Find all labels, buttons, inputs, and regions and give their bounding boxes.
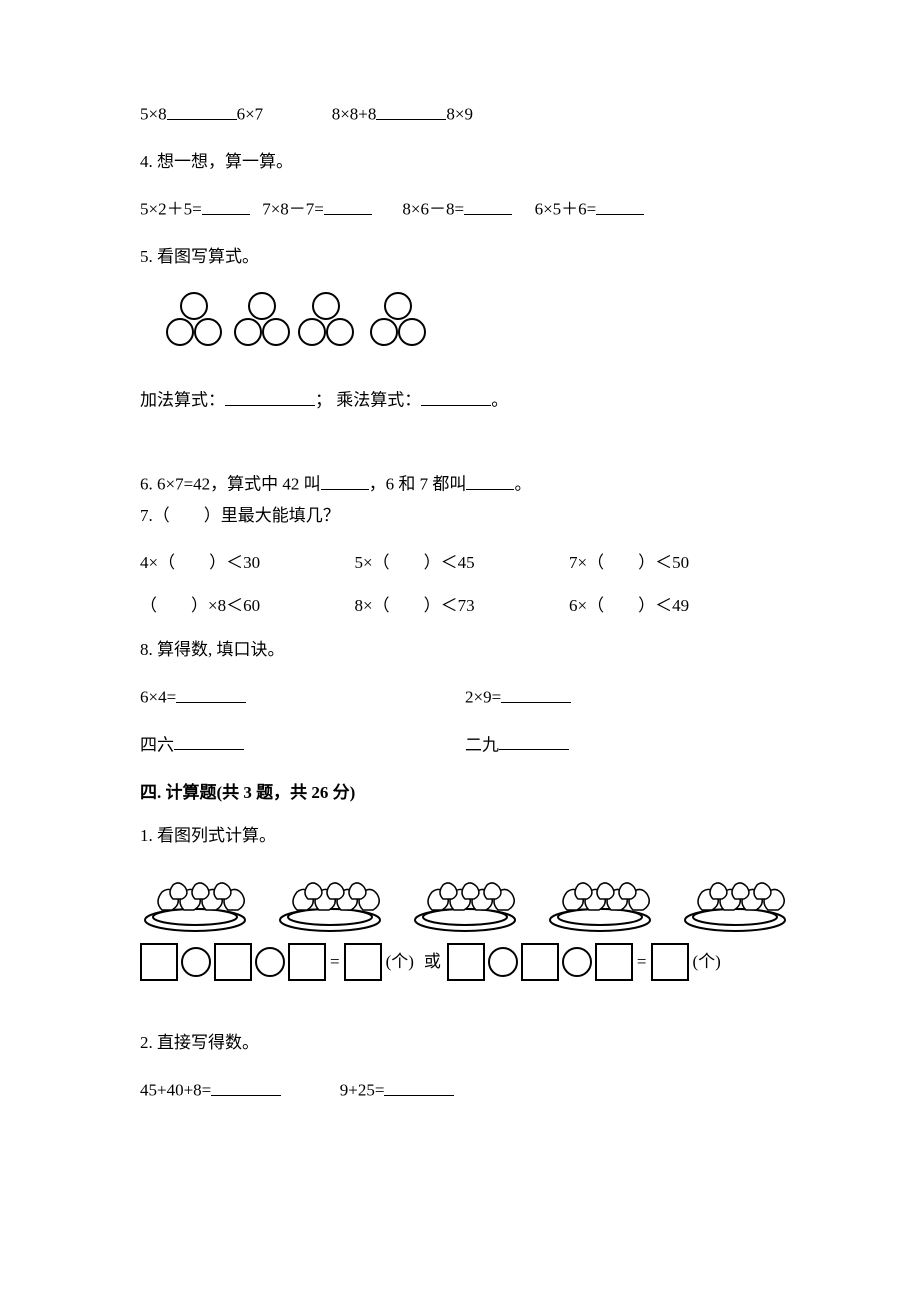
expr-8x8p8: 8×8+8 bbox=[332, 105, 377, 124]
q7-row2: （ ）×8＜60 8×（ ）＜73 6×（ ）＜49 bbox=[140, 592, 790, 619]
q8-d: 二九 bbox=[465, 735, 499, 754]
q4-item: 7×8－7= bbox=[262, 200, 324, 219]
q4-row: 5×2＋5= 7×8－7= 8×6－8= 6×5＋6= bbox=[140, 195, 790, 223]
equals: = bbox=[330, 948, 340, 975]
q8-b: 2×9= bbox=[465, 688, 501, 707]
q7-cell: 5×（ ）＜45 bbox=[355, 549, 570, 576]
calc2-row: 45+40+8= 9+25= bbox=[140, 1076, 790, 1104]
box-icon bbox=[651, 943, 689, 981]
q7-cell: 4×（ ）＜30 bbox=[140, 549, 355, 576]
circle-groups bbox=[134, 290, 790, 368]
blank bbox=[501, 683, 571, 703]
blank bbox=[464, 195, 512, 215]
expr-8x9: 8×9 bbox=[446, 105, 473, 124]
blank bbox=[499, 731, 569, 751]
plate-icon bbox=[410, 877, 520, 933]
q5-answer-line: 加法算式： ； 乘法算式： 。 bbox=[140, 386, 790, 414]
plate-icon bbox=[275, 877, 385, 933]
q8-c: 四六 bbox=[140, 735, 174, 754]
q4-item: 5×2＋5= bbox=[140, 200, 202, 219]
expr-6x7: 6×7 bbox=[237, 105, 264, 124]
unit-text: (个) bbox=[693, 948, 721, 975]
section4-heading: 四. 计算题(共 3 题，共 26 分) bbox=[140, 779, 790, 806]
q7-row1: 4×（ ）＜30 5×（ ）＜45 7×（ ）＜50 bbox=[140, 549, 790, 576]
box-icon bbox=[214, 943, 252, 981]
blank bbox=[167, 100, 237, 120]
q7-cell: （ ）×8＜60 bbox=[140, 592, 355, 619]
unit-text: (个) bbox=[386, 948, 414, 975]
q8-title: 8. 算得数, 填口诀。 bbox=[140, 636, 790, 663]
plate-icon bbox=[545, 877, 655, 933]
comparison-line: 5×8 6×7 8×8+8 8×9 bbox=[140, 100, 790, 128]
calc2-title: 2. 直接写得数。 bbox=[140, 1029, 790, 1056]
q5-title: 5. 看图写算式。 bbox=[140, 243, 790, 270]
mul-label: 乘法算式： bbox=[336, 391, 421, 410]
q6-b: ，6 和 7 都叫 bbox=[369, 475, 467, 494]
q6-c: 。 bbox=[514, 475, 531, 494]
circle-icon bbox=[562, 947, 592, 977]
blank bbox=[324, 195, 372, 215]
blank bbox=[202, 195, 250, 215]
blank bbox=[421, 386, 491, 406]
q7-cell: 6×（ ）＜49 bbox=[569, 592, 790, 619]
q4-item: 8×6－8= bbox=[402, 200, 464, 219]
q6-line: 6. 6×7=42，算式中 42 叫 ，6 和 7 都叫 。 bbox=[140, 470, 790, 498]
blank bbox=[321, 470, 369, 490]
box-icon bbox=[140, 943, 178, 981]
q8-a: 6×4= bbox=[140, 688, 176, 707]
blank bbox=[384, 1076, 454, 1096]
equation-row: = (个) 或 = (个) bbox=[140, 943, 790, 981]
plate-icon bbox=[680, 877, 790, 933]
circle-icon bbox=[255, 947, 285, 977]
q4-title: 4. 想一想，算一算。 bbox=[140, 148, 790, 175]
blank bbox=[174, 731, 244, 751]
calc2-b: 9+25= bbox=[340, 1081, 385, 1100]
equals: = bbox=[637, 948, 647, 975]
box-icon bbox=[521, 943, 559, 981]
q7-cell: 7×（ ）＜50 bbox=[569, 549, 790, 576]
circle-icon bbox=[488, 947, 518, 977]
box-icon bbox=[595, 943, 633, 981]
q7-cell: 8×（ ）＜73 bbox=[355, 592, 570, 619]
blank bbox=[376, 100, 446, 120]
q8-row1: 6×4= 2×9= bbox=[140, 683, 790, 711]
sep: ； bbox=[315, 391, 332, 410]
box-icon bbox=[344, 943, 382, 981]
q4-item: 6×5＋6= bbox=[535, 200, 597, 219]
circle-icon bbox=[181, 947, 211, 977]
box-icon bbox=[288, 943, 326, 981]
box-icon bbox=[447, 943, 485, 981]
blank bbox=[596, 195, 644, 215]
strawberry-row bbox=[140, 877, 790, 933]
blank bbox=[176, 683, 246, 703]
q8-row2: 四六 二九 bbox=[140, 731, 790, 759]
blank bbox=[466, 470, 514, 490]
or-text: 或 bbox=[424, 948, 441, 975]
add-label: 加法算式： bbox=[140, 391, 225, 410]
q7-title: 7.（ ）里最大能填几？ bbox=[140, 502, 790, 529]
calc1-title: 1. 看图列式计算。 bbox=[140, 822, 790, 849]
worksheet-page: 5×8 6×7 8×8+8 8×9 4. 想一想，算一算。 5×2＋5= 7×8－7… bbox=[0, 0, 920, 1302]
q6-a: 6. 6×7=42，算式中 42 叫 bbox=[140, 475, 321, 494]
calc2-a: 45+40+8= bbox=[140, 1081, 211, 1100]
plate-icon bbox=[140, 877, 250, 933]
blank bbox=[211, 1076, 281, 1096]
end: 。 bbox=[491, 391, 508, 410]
blank bbox=[225, 386, 315, 406]
expr-5x8: 5×8 bbox=[140, 105, 167, 124]
